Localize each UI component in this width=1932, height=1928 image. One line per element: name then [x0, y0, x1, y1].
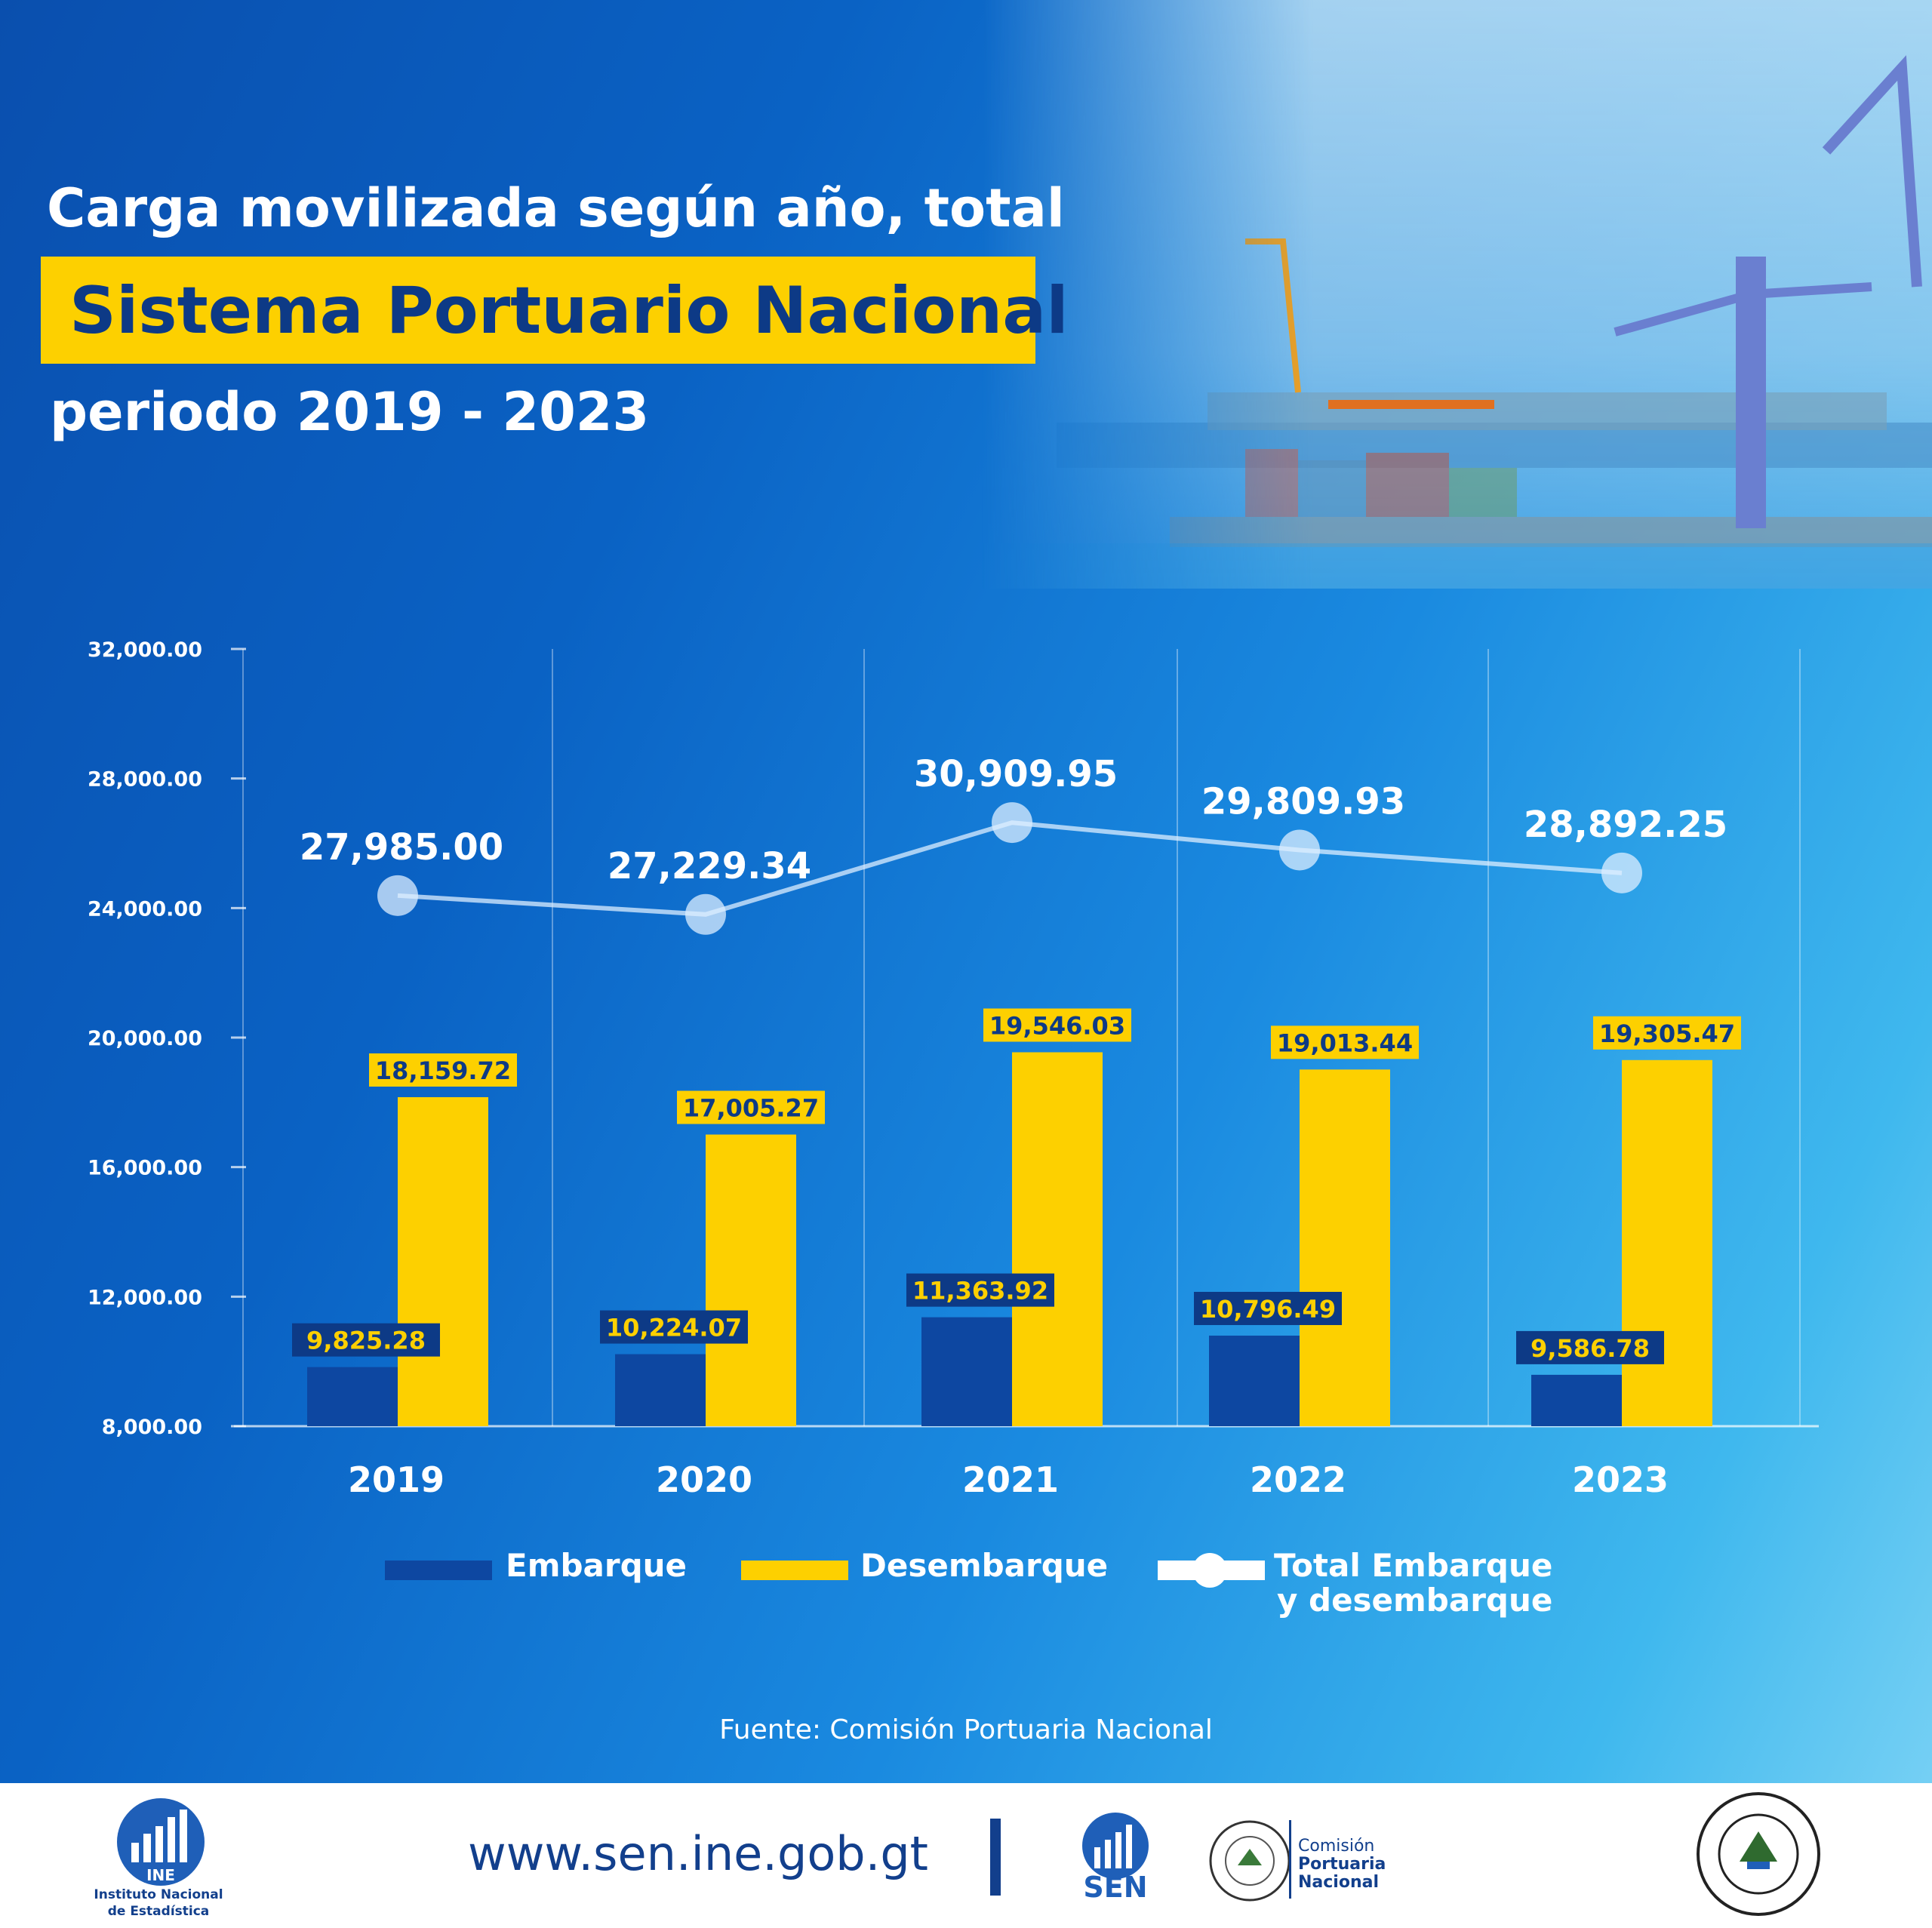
cpn-line-2: Portuaria [1298, 1855, 1386, 1874]
data-label-desembarque: 17,005.27 [683, 1094, 819, 1123]
data-label-box-embarque [906, 1273, 1054, 1307]
bar-desembarque [706, 1134, 796, 1426]
legend-label-total-2: y desembarque [1277, 1582, 1553, 1619]
bar-embarque [1209, 1335, 1300, 1426]
website-url[interactable]: www.sen.ine.gob.gt [468, 1826, 928, 1881]
cpn-line-3: Nacional [1298, 1873, 1380, 1892]
guatemala-seal-small-icon [1209, 1820, 1291, 1902]
data-label-embarque: 10,796.49 [1200, 1295, 1336, 1324]
data-label-box-embarque [1516, 1330, 1664, 1364]
legend-marker-total [1192, 1553, 1227, 1588]
bar-desembarque [1622, 1059, 1712, 1426]
ine-name-line-2: de Estadística [107, 1904, 210, 1919]
data-label-total: 27,985.00 [300, 826, 503, 869]
data-label-box-desembarque [1271, 1025, 1419, 1059]
bar-desembarque [398, 1096, 488, 1426]
y-tick-label: 8,000.00 [102, 1416, 202, 1439]
port-photo [981, 0, 1932, 589]
data-label-box-embarque [600, 1310, 748, 1344]
data-label-box-desembarque [983, 1008, 1131, 1042]
data-label-embarque: 9,825.28 [306, 1327, 426, 1355]
data-label-total: 28,892.25 [1524, 804, 1727, 846]
cpn-divider [1289, 1820, 1291, 1899]
y-tick-label: 32,000.00 [88, 638, 202, 662]
x-tick-label: 2020 [656, 1459, 752, 1500]
data-label-desembarque: 19,305.47 [1599, 1019, 1735, 1048]
title-line-3: periodo 2019 - 2023 [50, 381, 650, 443]
bar-embarque [615, 1354, 706, 1426]
legend-label-total-1: Total Embarque [1274, 1547, 1553, 1584]
x-tick-label: 2021 [962, 1459, 1059, 1500]
bar-embarque [1531, 1374, 1622, 1426]
x-tick-label: 2019 [348, 1459, 445, 1500]
y-tick-label: 16,000.00 [88, 1157, 202, 1180]
ine-name-line-1: Instituto Nacional [94, 1887, 223, 1902]
data-label-box-embarque [1194, 1291, 1342, 1325]
sen-logo-icon: SEN [1082, 1813, 1149, 1900]
y-tick-label: 12,000.00 [88, 1286, 202, 1309]
point-total [685, 893, 726, 935]
data-label-box-desembarque [677, 1090, 825, 1124]
legend-swatch-desembarque [741, 1561, 848, 1580]
x-tick-label: 2022 [1250, 1459, 1346, 1500]
guatemala-government-seal-icon [1697, 1792, 1820, 1916]
y-tick-label: 20,000.00 [88, 1027, 202, 1050]
title-line-1: Carga movilizada según año, total [47, 177, 1065, 239]
cpn-line-1: Comisión [1298, 1837, 1375, 1856]
data-label-desembarque: 18,159.72 [375, 1056, 511, 1085]
x-tick-label: 2023 [1572, 1459, 1669, 1500]
data-label-embarque: 10,224.07 [606, 1314, 742, 1342]
legend-label-embarque: Embarque [506, 1547, 688, 1584]
legend-swatch-embarque [385, 1561, 492, 1580]
data-label-desembarque: 19,013.44 [1277, 1029, 1413, 1057]
data-label-box-desembarque [1593, 1016, 1741, 1050]
data-label-total: 30,909.95 [914, 753, 1118, 795]
footer-divider [990, 1819, 1001, 1896]
point-total [1601, 852, 1642, 893]
title-line-2: Sistema Portuario Nacional [69, 273, 1069, 349]
source-note: Fuente: Comisión Portuaria Nacional [719, 1714, 1213, 1745]
data-label-embarque: 11,363.92 [912, 1277, 1048, 1305]
point-total [1279, 829, 1320, 871]
bar-embarque [921, 1317, 1012, 1426]
bar-desembarque [1012, 1052, 1103, 1426]
data-label-box-desembarque [369, 1053, 517, 1087]
footer [0, 1783, 1932, 1928]
port-illustration [981, 55, 1932, 589]
ine-name: Instituto Nacional de Estadística [83, 1886, 234, 1920]
legend-label-desembarque: Desembarque [860, 1547, 1109, 1584]
sen-logo-abbr: SEN [1083, 1871, 1147, 1900]
bar-desembarque [1300, 1069, 1390, 1426]
bar-embarque [307, 1367, 398, 1426]
y-tick-label: 24,000.00 [88, 897, 202, 921]
data-label-embarque: 9,586.78 [1531, 1334, 1650, 1363]
cpn-name: Comisión Portuaria Nacional [1298, 1837, 1386, 1892]
ine-logo-icon: INE [117, 1798, 205, 1886]
data-label-desembarque: 19,546.03 [989, 1011, 1125, 1040]
title-highlight [41, 257, 1035, 364]
point-total [992, 802, 1032, 844]
bar-line-chart: 32,000.00 28,000.00 24,000.00 20,000.00 16,0… [88, 638, 1819, 1500]
data-label-total: 27,229.34 [608, 845, 811, 887]
point-total [377, 875, 418, 916]
ine-logo-abbr: INE [146, 1866, 175, 1884]
y-tick-label: 28,000.00 [88, 768, 202, 792]
data-label-total: 29,809.93 [1201, 780, 1405, 823]
data-label-box-embarque [292, 1323, 440, 1357]
